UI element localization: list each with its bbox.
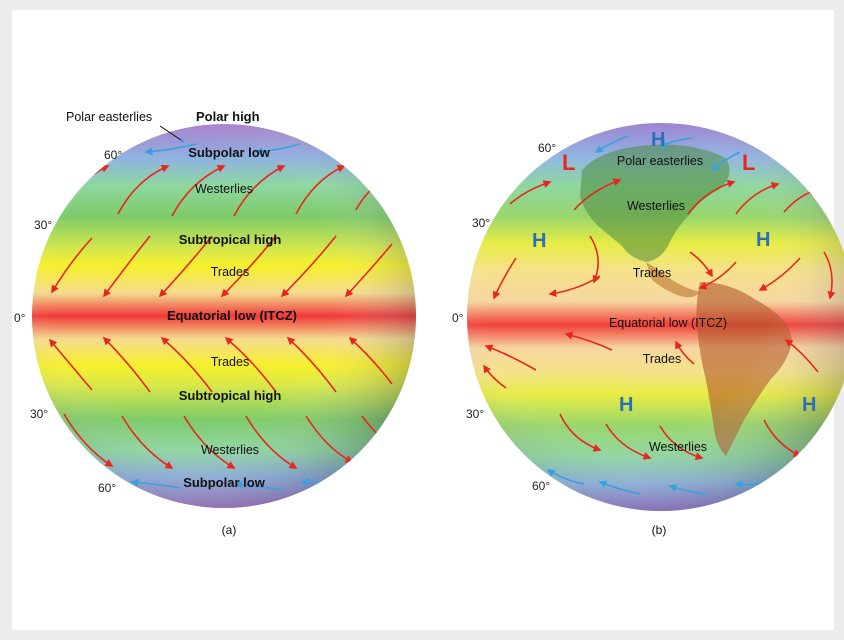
high-pressure-mark: H: [802, 394, 816, 416]
polar-easterly-arrow: [144, 143, 197, 156]
globe-a-shading: [32, 124, 416, 508]
westerly-arrow: [559, 413, 602, 452]
label-polar-easterlies-b: Polar easterlies: [617, 154, 703, 168]
westerly-arrow: [117, 164, 170, 215]
westerly-arrow: [245, 415, 298, 469]
latitude-30n-b: 30°: [472, 216, 490, 230]
label-polar-easterlies-a: Polar easterlies: [66, 110, 152, 124]
trade-arrow: [220, 235, 277, 298]
low-pressure-mark: L: [562, 150, 575, 175]
trade-arrow: [758, 257, 801, 291]
westerly-arrow: [735, 182, 780, 215]
polar-easterly-arrow: [254, 143, 301, 156]
panel-caption-b: (b): [652, 523, 667, 537]
trade-arrow: [675, 340, 695, 365]
polar-easterly-arrow: [668, 484, 707, 495]
belt-trades-n-a: Trades: [211, 265, 249, 279]
polar-easterly-arrow: [658, 137, 693, 148]
trade-arrow: [51, 237, 93, 294]
westerly-arrow: [659, 425, 704, 461]
trade-arrow: [548, 275, 601, 298]
latitude-60s-a: 60°: [98, 481, 116, 495]
trade-arrow: [492, 257, 517, 300]
belt-trades-s-a: Trades: [211, 355, 249, 369]
trade-arrow: [823, 251, 836, 300]
latitude-30n-a: 30°: [34, 218, 52, 232]
trade-arrow: [160, 336, 213, 393]
high-pressure-mark: H: [532, 230, 546, 252]
westerly-arrow: [573, 178, 622, 211]
label-westerlies-n-b: Westerlies: [627, 199, 685, 213]
panel-a-arrows: [48, 143, 398, 491]
polar-easterly-arrow: [710, 151, 741, 172]
westerly-arrow: [63, 413, 114, 467]
trade-arrow: [158, 235, 213, 298]
label-equatorial-low-b: Equatorial low (ITCZ): [609, 316, 727, 330]
westerly-arrow: [605, 423, 652, 460]
label-westerlies-s-b: Westerlies: [649, 440, 707, 454]
westerly-arrow: [305, 415, 354, 463]
trade-arrow: [103, 235, 151, 298]
westerly-arrow: [121, 415, 174, 469]
panel-a: Polar easterlies Polar high Subpolar low…: [14, 109, 416, 537]
high-pressure-mark: H: [756, 229, 770, 251]
belt-westerlies-n-a: Westerlies: [195, 182, 253, 196]
polar-easterly-arrow: [234, 480, 283, 491]
trade-arrow: [48, 338, 93, 391]
latitude-60n-a: 60°: [104, 148, 122, 162]
trade-arrow: [564, 331, 613, 351]
belt-subtropical-high-s-a: Subtropical high: [179, 388, 282, 403]
trade-arrow: [689, 251, 713, 278]
polar-easterly-arrow: [598, 480, 641, 495]
polar-easterly-arrow: [594, 135, 629, 153]
leader-line: [159, 125, 185, 143]
trade-arrow: [224, 336, 277, 393]
westerly-arrow: [183, 415, 236, 469]
westerly-arrow: [171, 165, 226, 217]
trade-arrow: [286, 336, 337, 393]
latitude-0-a: 0°: [14, 311, 26, 325]
globe-b-shading: [467, 123, 844, 511]
polar-easterly-arrow: [130, 478, 181, 489]
high-pressure-mark: H: [619, 394, 633, 416]
high-pressure-mark: H: [651, 129, 665, 151]
latitude-60n-b: 60°: [538, 141, 556, 155]
belt-equatorial-low-a: Equatorial low (ITCZ): [167, 308, 297, 323]
westerly-arrow: [763, 419, 802, 457]
latitude-0-b: 0°: [452, 311, 464, 325]
trade-arrow: [698, 261, 737, 290]
belt-subpolar-low-s-a: Subpolar low: [183, 475, 266, 490]
latitude-30s-b: 30°: [466, 407, 484, 421]
latitude-30s-a: 30°: [30, 407, 48, 421]
panel-b: L L H H H H H Polar easterlies Westerlie…: [452, 123, 844, 537]
trade-arrow: [483, 364, 507, 389]
belt-westerlies-s-a: Westerlies: [201, 443, 259, 457]
low-pressure-mark: L: [742, 150, 755, 175]
panel-caption-a: (a): [222, 523, 237, 537]
latitude-60s-b: 60°: [532, 479, 550, 493]
westerly-arrow: [687, 179, 736, 215]
trade-arrow: [784, 339, 819, 373]
westerly-arrow: [509, 180, 552, 205]
westerly-arrow: [233, 165, 286, 217]
label-trades-s-b: Trades: [643, 352, 681, 366]
polar-easterly-arrow: [546, 469, 585, 485]
westerly-arrow: [295, 165, 346, 215]
trade-arrow: [344, 243, 393, 298]
trade-arrow: [280, 235, 337, 298]
label-trades-n-b: Trades: [633, 266, 671, 280]
belt-subpolar-low-n-a: Subpolar low: [188, 145, 271, 160]
trade-arrow: [484, 344, 537, 371]
trade-arrow: [102, 336, 151, 393]
trade-arrow: [348, 336, 393, 385]
belt-subtropical-high-n-a: Subtropical high: [179, 232, 282, 247]
label-polar-high-a: Polar high: [196, 109, 260, 124]
